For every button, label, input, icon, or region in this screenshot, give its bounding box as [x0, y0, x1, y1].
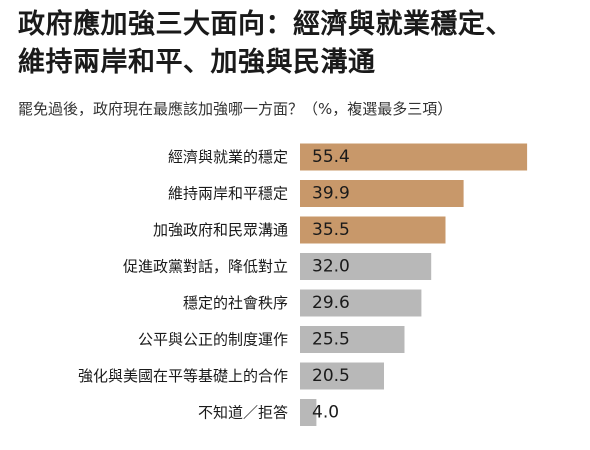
value-label: 55.4 [312, 147, 350, 167]
bar [300, 362, 384, 390]
title-line-1: 政府應加強三大面向：經濟與就業穩定、 [18, 9, 513, 40]
bar [300, 180, 464, 207]
category-label: 經濟與就業的穩定 [168, 148, 288, 166]
chart-title: 政府應加強三大面向：經濟與就業穩定、 維持兩岸和平、加強與民溝通 [18, 6, 578, 82]
value-label: 32.0 [312, 257, 350, 277]
value-label: 39.9 [312, 184, 350, 204]
category-label: 促進政黨對話，降低對立 [123, 258, 288, 276]
bar [300, 289, 422, 317]
bar [300, 253, 432, 280]
bar [300, 399, 317, 426]
category-label: 維持兩岸和平穩定 [168, 185, 288, 203]
title-line-2: 維持兩岸和平、加強與民溝通 [18, 47, 376, 78]
category-label: 穩定的社會秩序 [183, 294, 288, 312]
bar [300, 326, 405, 353]
value-label: 25.5 [312, 330, 350, 350]
category-label: 強化與美國在平等基礎上的合作 [78, 367, 288, 385]
category-label: 加強政府和民眾溝通 [153, 221, 288, 239]
category-label: 公平與公正的制度運作 [138, 331, 288, 349]
value-label: 35.5 [312, 220, 350, 240]
value-label: 20.5 [312, 366, 350, 386]
chart-subtitle: 罷免過後，政府現在最應該加強哪一方面？（%，複選最多三項） [18, 100, 453, 118]
bar [300, 216, 446, 244]
value-label: 29.6 [312, 293, 350, 313]
value-label: 4.0 [312, 403, 339, 423]
bar [300, 143, 528, 171]
bar-chart: 經濟與就業的穩定 55.4 維持兩岸和平穩定 39.9 加強政府和民眾溝通 35.5 促進政… [78, 143, 528, 426]
category-label: 不知道／拒答 [198, 404, 288, 422]
